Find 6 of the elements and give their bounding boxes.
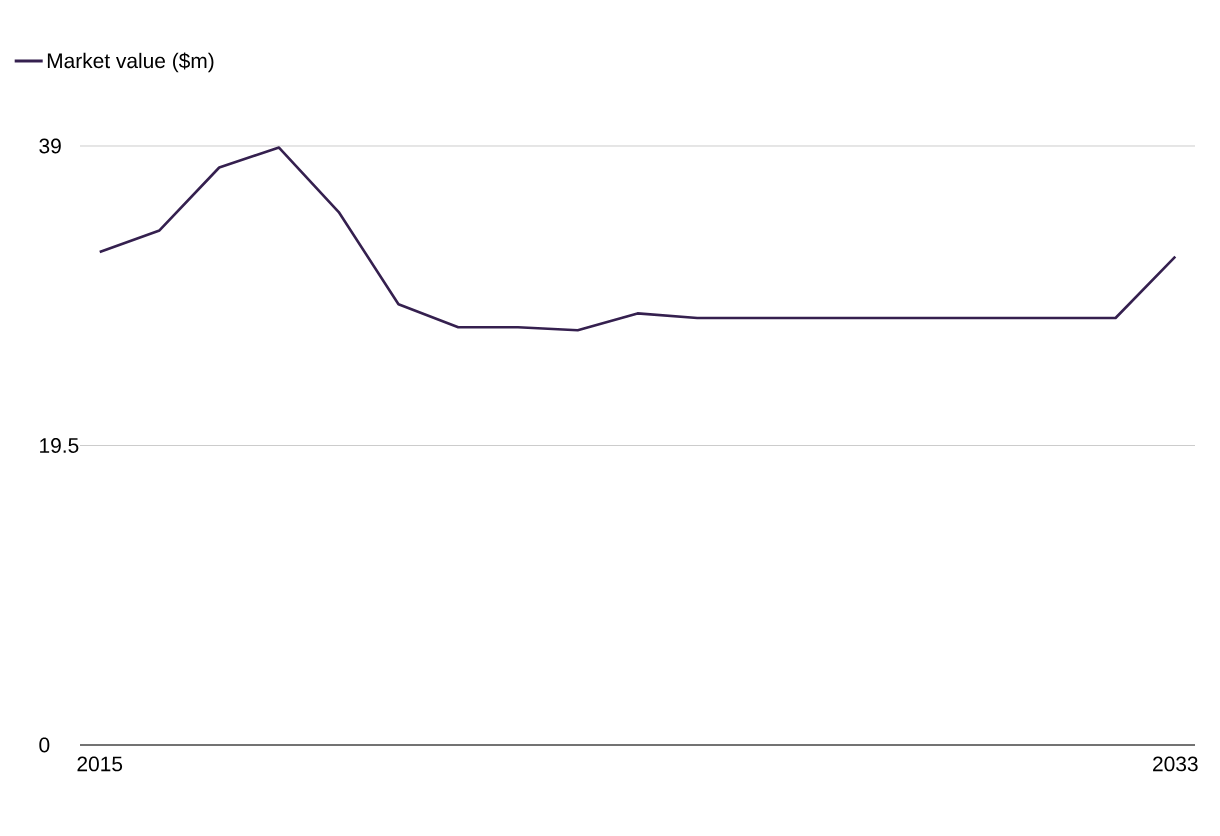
y-tick-label: 0 xyxy=(39,737,50,753)
x-tick-label: 2033 xyxy=(1153,756,1198,772)
y-tick-label: 39 xyxy=(39,138,61,154)
y-tick-label: 19.5 xyxy=(40,438,79,453)
legend-label: Market value ($m) xyxy=(47,52,214,73)
x-tick-label: 2015 xyxy=(77,756,123,772)
